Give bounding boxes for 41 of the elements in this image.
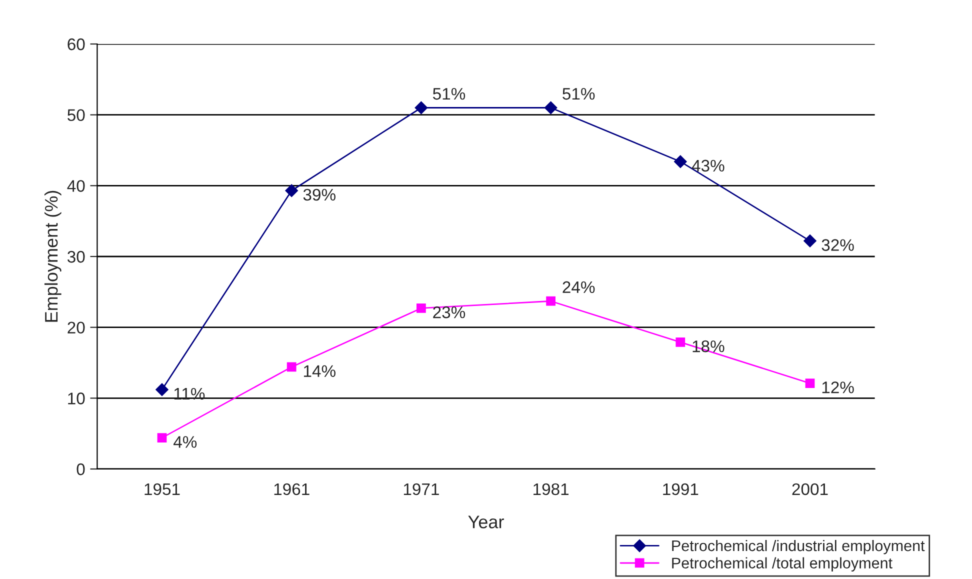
y-tick-label: 20 [68,322,85,334]
data-label: 18% [692,340,724,352]
y-tick-label: 60 [68,38,85,50]
x-tick-label: 1961 [274,483,310,496]
point [676,338,686,347]
x-tick-label: 1971 [404,483,439,496]
x-tick-label: 1951 [144,483,180,496]
point [805,378,815,388]
data-label: 12% [822,382,854,394]
data-label: 14% [304,365,336,377]
y-tick-label: 30 [67,250,85,263]
data-label: 51% [432,88,466,100]
legend-label: Petrochemical /industrial employment [672,540,925,554]
data-label: 4% [173,436,197,448]
point [546,296,556,306]
data-label: 32% [822,239,854,251]
point [414,101,428,114]
point [286,362,296,372]
data-label: 11% [174,388,205,400]
y-tick-label: 50 [68,109,85,122]
data-label: 43% [692,160,724,172]
x-tick-label: 1991 [663,483,698,496]
y-tick-label: 40 [67,180,85,192]
point [804,234,816,248]
point [156,383,168,396]
data-label: 23% [433,306,466,318]
point [544,101,558,114]
data-label: 39% [303,188,336,201]
x-tick-label: 1981 [534,483,569,496]
legend-label: Petrochemical /total employment [672,557,892,572]
point [285,184,298,198]
data-label: 51% [562,88,595,100]
point [674,155,687,168]
y-axis-title: Employment (%) [44,190,62,322]
y-tick-label: 0 [76,463,85,476]
x-axis-title: Year [468,516,504,528]
point [416,304,426,313]
data-label: 24% [562,281,595,294]
point [157,433,167,443]
x-tick-label: 2001 [792,483,828,496]
y-tick-label: 10 [68,392,85,404]
